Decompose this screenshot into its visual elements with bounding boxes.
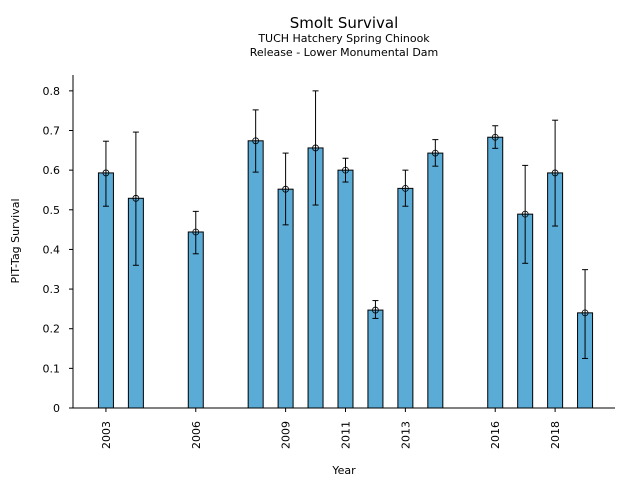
x-tick-label: 2009 xyxy=(280,421,293,449)
point-marker-2016 xyxy=(491,133,499,141)
point-marker-2012 xyxy=(372,306,379,314)
bar-2016 xyxy=(487,136,504,409)
chart-subtitle-line-1: TUCH Hatchery Spring Chinook xyxy=(257,32,430,45)
chart-title: Smolt Survival xyxy=(290,14,399,32)
x-tick-label: 2016 xyxy=(489,421,502,449)
x-tick-label: 2003 xyxy=(100,421,113,449)
bar-2014 xyxy=(427,152,444,409)
x-axis-label: Year xyxy=(331,464,356,477)
point-marker-2013 xyxy=(401,184,409,192)
point-marker-2006 xyxy=(192,228,200,236)
bar-2003 xyxy=(97,172,114,409)
y-tick-label: 0.6 xyxy=(43,164,61,177)
plot-area: 0 0.1 0.2 0.3 0.4 0.5 0.6 0.7 0.8 2003 2006 2009 201… xyxy=(43,75,615,449)
y-tick-label: 0.5 xyxy=(43,204,61,217)
y-tick-label: 0.7 xyxy=(43,125,61,138)
bar-2006 xyxy=(187,231,204,409)
bar-2013 xyxy=(397,187,414,409)
point-marker-2018 xyxy=(551,169,559,177)
chart-subtitle-line-2: Release - Lower Monumental Dam xyxy=(250,46,439,59)
y-tick-label: 0.4 xyxy=(43,243,61,256)
point-marker-2017 xyxy=(521,210,529,218)
x-tick-label: 2006 xyxy=(190,421,203,449)
y-tick-label: 0.1 xyxy=(43,362,61,375)
y-tick-label: 0.3 xyxy=(43,283,61,296)
y-tick-label: 0.8 xyxy=(43,85,61,98)
y-tick-label: 0 xyxy=(53,402,60,415)
point-marker-2004 xyxy=(132,194,140,202)
bar-2011 xyxy=(337,169,354,409)
point-marker-2019 xyxy=(581,309,589,317)
x-tick-label: 2018 xyxy=(549,421,562,449)
point-marker-2014 xyxy=(431,149,439,157)
point-marker-2003 xyxy=(102,169,110,177)
x-tick-label: 2011 xyxy=(339,421,352,449)
y-tick-label: 0.2 xyxy=(43,323,61,336)
bar-2008 xyxy=(247,140,264,409)
y-axis-label: PIT-Tag Survival xyxy=(9,198,22,283)
bar-2012 xyxy=(367,309,384,409)
point-marker-2008 xyxy=(252,137,260,145)
point-marker-2011 xyxy=(342,166,349,174)
point-marker-2010 xyxy=(312,144,319,152)
x-tick-label: 2013 xyxy=(399,421,412,449)
point-marker-2009 xyxy=(282,185,290,193)
